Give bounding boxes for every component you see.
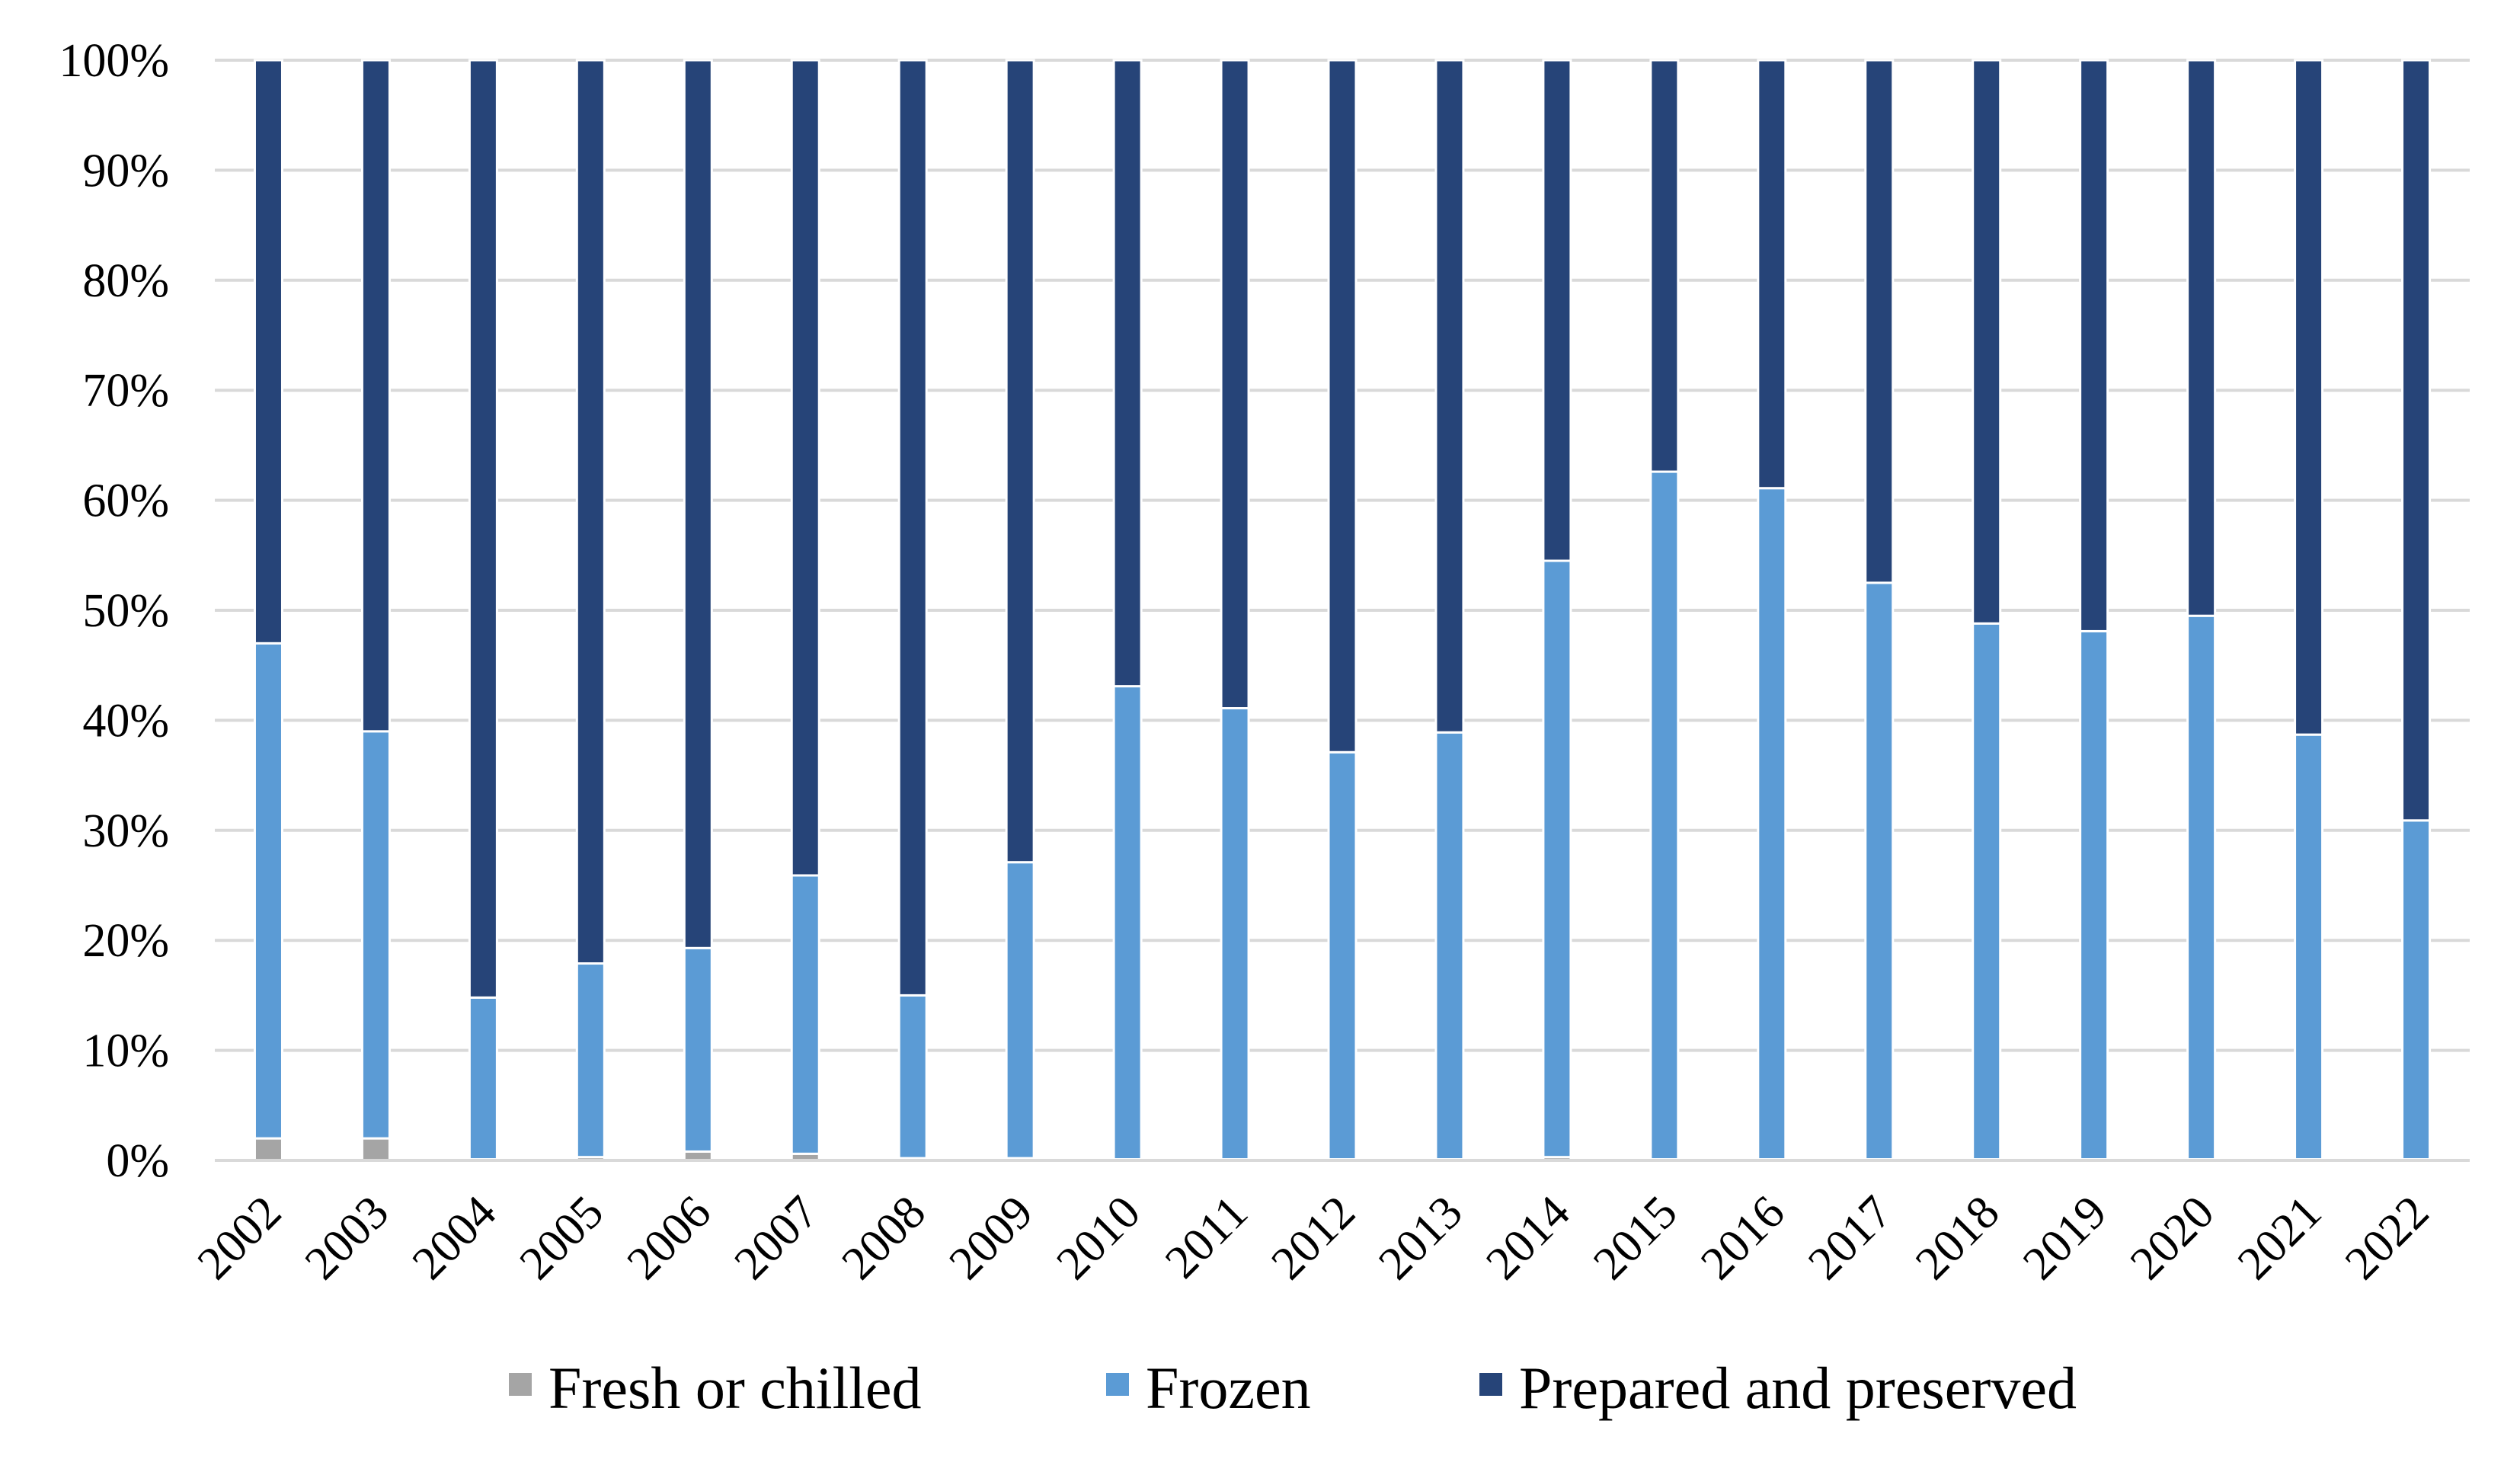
- bar-segment-prepared-and-preserved: [1864, 59, 1895, 584]
- bar-segment-frozen: [468, 996, 498, 1161]
- bar-segment-prepared-and-preserved: [2186, 59, 2217, 617]
- x-tick-label: 2002: [188, 1186, 292, 1290]
- bar-segment-frozen: [897, 994, 928, 1160]
- bar-segment-fresh-or-chilled: [360, 1137, 391, 1162]
- x-tick-label: 2009: [939, 1186, 1043, 1290]
- bar-segment-frozen: [1327, 750, 1358, 1161]
- bar-segment-frozen: [1434, 731, 1465, 1161]
- x-tick-label: 2022: [2336, 1186, 2439, 1290]
- bar-segment-frozen: [575, 962, 606, 1159]
- x-tick-label: 2016: [1691, 1186, 1795, 1290]
- bar-segment-prepared-and-preserved: [2079, 59, 2109, 632]
- y-tick-label: 20%: [82, 915, 169, 967]
- x-tick-label: 2013: [1369, 1186, 1473, 1290]
- bar-segment-prepared-and-preserved: [897, 59, 928, 997]
- x-tick-label: 2019: [2013, 1186, 2117, 1290]
- x-tick-label: 2015: [1584, 1186, 1687, 1290]
- x-tick-label: 2007: [724, 1186, 828, 1290]
- bar-segment-frozen: [2294, 733, 2324, 1161]
- bar-segment-prepared-and-preserved: [1434, 59, 1465, 734]
- bar-segment-prepared-and-preserved: [1005, 59, 1035, 864]
- bar-segment-prepared-and-preserved: [1757, 59, 1787, 490]
- bar-segment-frozen: [1864, 581, 1895, 1161]
- x-tick-label: 2021: [2228, 1186, 2332, 1290]
- legend-swatch: [1479, 1373, 1502, 1396]
- x-tick-label: 2017: [1799, 1186, 1902, 1290]
- x-tick-label: 2011: [1156, 1186, 1258, 1288]
- bar-segment-frozen: [360, 730, 391, 1140]
- legend-label: Frozen: [1146, 1355, 1311, 1421]
- y-tick-label: 60%: [82, 475, 169, 527]
- bar-segment-frozen: [1649, 470, 1680, 1161]
- x-tick-label: 2020: [2121, 1186, 2224, 1290]
- x-tick-label: 2005: [510, 1186, 613, 1290]
- bar-segment-fresh-or-chilled: [253, 1137, 283, 1162]
- bar-segment-prepared-and-preserved: [575, 59, 606, 965]
- bar-segment-frozen: [2186, 614, 2217, 1161]
- legend-label: Fresh or chilled: [548, 1355, 922, 1421]
- legend-label: Prepared and preserved: [1519, 1355, 2077, 1421]
- x-tick-label: 2006: [617, 1186, 721, 1290]
- bar-segment-prepared-and-preserved: [1327, 59, 1358, 754]
- x-axis-tick-labels: 2002 2003 2004 2005 2006 2007 2008 2009 2010 2011…: [188, 1186, 2439, 1290]
- y-axis-tick-labels: 0% 10% 20% 30% 40% 50% 60% 70% 80% 90% 100%: [59, 35, 169, 1187]
- x-tick-label: 2004: [403, 1186, 507, 1290]
- y-tick-label: 100%: [59, 35, 169, 87]
- bars: [253, 59, 2432, 1162]
- x-tick-label: 2018: [1906, 1186, 2010, 1290]
- bar-segment-prepared-and-preserved: [1972, 59, 2002, 625]
- bar-segment-frozen: [1005, 861, 1035, 1160]
- bar-segment-frozen: [1542, 559, 1572, 1159]
- y-tick-label: 40%: [82, 695, 169, 747]
- bar-segment-frozen: [1757, 487, 1787, 1161]
- y-tick-label: 30%: [82, 805, 169, 857]
- bar-segment-frozen: [253, 642, 283, 1140]
- bar-segment-prepared-and-preserved: [1542, 59, 1572, 562]
- bar-segment-frozen: [683, 946, 713, 1153]
- bar-segment-prepared-and-preserved: [683, 59, 713, 949]
- x-tick-label: 2012: [1262, 1186, 1365, 1290]
- y-tick-label: 80%: [82, 255, 169, 307]
- y-tick-label: 0%: [106, 1135, 169, 1187]
- y-tick-label: 10%: [82, 1026, 169, 1077]
- x-tick-label: 2008: [832, 1186, 935, 1290]
- x-tick-label: 2014: [1476, 1186, 1580, 1290]
- bar-segment-frozen: [1112, 685, 1143, 1161]
- y-tick-label: 50%: [82, 585, 169, 637]
- bar-segment-prepared-and-preserved: [1649, 59, 1680, 473]
- bar-segment-prepared-and-preserved: [1112, 59, 1143, 688]
- y-tick-label: 70%: [82, 365, 169, 417]
- bar-segment-prepared-and-preserved: [360, 59, 391, 733]
- legend: Fresh or chilled Frozen Prepared and prese…: [509, 1355, 2077, 1421]
- bar-segment-frozen: [1220, 707, 1250, 1161]
- bar-segment-prepared-and-preserved: [253, 59, 283, 645]
- bar-segment-prepared-and-preserved: [2401, 59, 2432, 822]
- bar-segment-frozen: [2079, 629, 2109, 1161]
- bar-segment-prepared-and-preserved: [1220, 59, 1250, 710]
- x-tick-label: 2003: [296, 1186, 399, 1290]
- x-tick-label: 2010: [1047, 1186, 1150, 1290]
- bar-segment-prepared-and-preserved: [790, 59, 820, 877]
- bar-segment-frozen: [790, 874, 820, 1155]
- bar-segment-prepared-and-preserved: [468, 59, 498, 999]
- legend-swatch: [509, 1373, 532, 1396]
- bar-segment-prepared-and-preserved: [2294, 59, 2324, 736]
- bar-segment-frozen: [2401, 819, 2432, 1161]
- y-tick-label: 90%: [82, 145, 169, 197]
- legend-swatch: [1106, 1373, 1129, 1396]
- bar-segment-frozen: [1972, 622, 2002, 1161]
